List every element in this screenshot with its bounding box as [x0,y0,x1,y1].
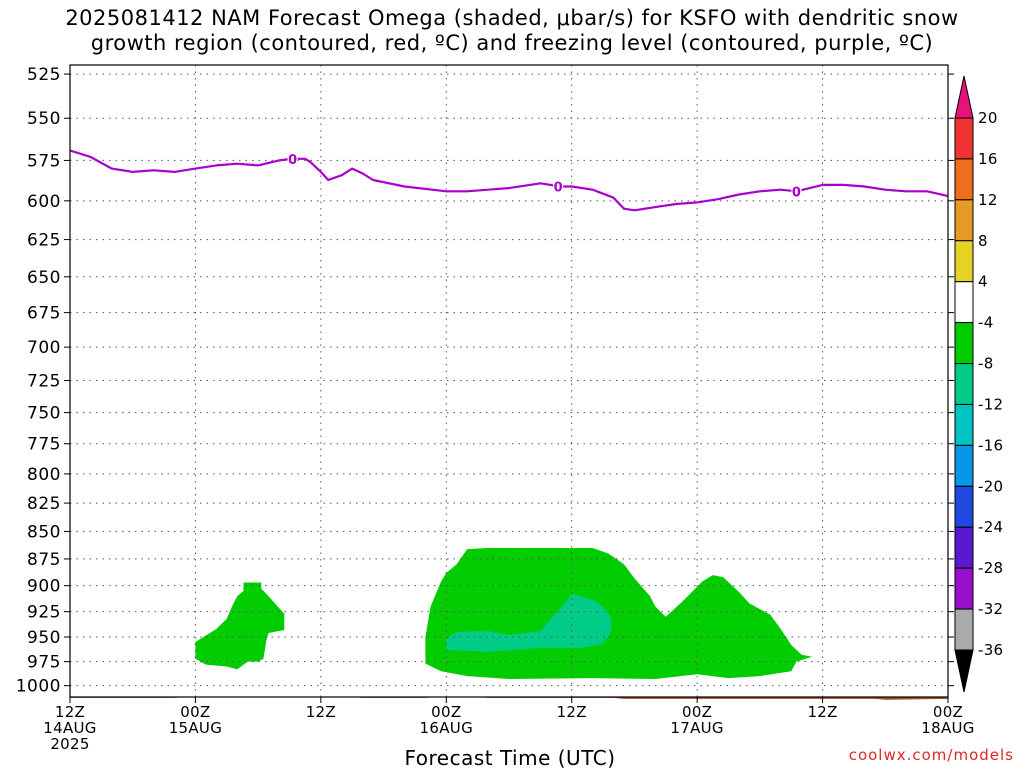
freezing-level-label-1: 0 [288,153,297,168]
y-tick-label-850: 850 [27,522,61,542]
colorbar-label-10: -24 [978,518,1003,536]
colorbar-label-9: -20 [978,477,1003,495]
x-tick-label-1-0: 00Z [180,703,210,721]
chart-title-line-2: growth region (contoured, red, ºC) and f… [90,31,934,55]
y-tick-label-575: 575 [27,151,61,171]
freezing-label-bg-1 [287,150,298,167]
y-tick-label-650: 650 [27,268,61,288]
colorbar-bin-11 [954,526,974,569]
colorbar-bin-7 [954,363,974,405]
colorbar-bin-8 [954,403,974,446]
colorbar-label-3: 8 [978,232,988,250]
freezing-label-bg-3 [791,183,802,200]
colorbar-bin-12 [954,567,974,610]
grid-layer [70,65,948,697]
y-tick-label-725: 725 [27,371,61,391]
x-axis-title: Forecast Time (UTC) [404,746,616,770]
x-tick-label-1-1: 15AUG [169,719,222,737]
colorbar-label-7: -12 [978,395,1003,413]
freezing-label-bg-2 [553,178,564,195]
colorbar-bin-9 [954,444,974,487]
x-tick-label-0-0: 12Z [55,703,85,721]
y-tick-label-750: 750 [27,404,61,424]
x-tick-label-3-1: 16AUG [420,719,473,737]
y-tick-label-775: 775 [27,435,61,455]
colorbar-bin-10 [954,485,974,528]
x-tick-label-4-0: 12Z [557,703,587,721]
colorbar-bin-5 [954,281,974,324]
x-tick-label-0-2: 2025 [50,735,89,753]
x-tick-label-7-0: 00Z [933,703,963,721]
colorbar-bin-2 [954,158,974,201]
colorbar: 20 16 12 8 4 -4 -8 -12 -16 -20 -24 -28 -32 -36 [954,75,1003,693]
colorbar-label-11: -28 [978,559,1003,577]
y-tick-label-625: 625 [27,231,61,251]
y-tick-label-525: 525 [27,65,61,85]
surface-terrain-layer [70,697,948,700]
colorbar-label-0: 20 [978,109,998,127]
y-tick-label-600: 600 [27,192,61,212]
y-tick-label-700: 700 [27,338,61,358]
y-tick-label-675: 675 [27,304,61,324]
colorbar-arrow-bottom [954,649,974,693]
colorbar-arrow-top [954,75,974,119]
x-tick-label-6-0: 12Z [807,703,837,721]
omega-shading-layer [195,548,813,679]
colorbar-bin-1 [954,117,974,160]
y-tick-label-550: 550 [27,109,61,129]
credit-text: coolwx.com/models [848,746,1014,764]
y-tick-label-950: 950 [27,628,61,648]
colorbar-label-8: -16 [978,436,1003,454]
colorbar-label-2: 12 [978,191,998,209]
omega-region-2 [425,548,813,679]
x-tick-label-5-0: 00Z [682,703,712,721]
y-tick-label-975: 975 [27,653,61,673]
axes-layer: 525 550 575 600 625 650 675 700 725 750 775 800 825 8… [16,64,974,753]
colorbar-label-4: 4 [978,273,988,291]
colorbar-label-1: 16 [978,150,998,168]
colorbar-bin-13 [954,608,974,651]
colorbar-bin-6 [954,322,974,365]
freezing-level-label-3: 0 [792,185,801,200]
x-tick-label-5-1: 17AUG [670,719,723,737]
x-tick-label-2-0: 12Z [306,703,336,721]
surface-terrain [70,697,948,700]
colorbar-label-6: -8 [978,355,994,373]
omega-region-1 [195,582,285,670]
x-tick-label-7-1: 18AUG [921,719,974,737]
x-tick-label-0-1: 14AUG [43,719,96,737]
omega-region-3 [446,594,612,652]
colorbar-bin-3 [954,199,974,242]
plot-frame [69,64,949,698]
y-tick-label-900: 900 [27,577,61,597]
y-tick-label-875: 875 [27,550,61,570]
y-tick-label-800: 800 [27,465,61,485]
colorbar-bin-4 [954,240,974,283]
freezing-level-label-2: 0 [554,180,563,195]
colorbar-label-13: -36 [978,641,1003,659]
chart-title-line-1: 2025081412 NAM Forecast Omega (shaded, μ… [65,6,959,30]
y-tick-label-1000: 1000 [16,677,61,697]
freezing-level-layer: 0 0 0 [69,149,949,212]
y-tick-label-825: 825 [27,494,61,514]
freezing-level-line [69,149,949,212]
y-tick-label-925: 925 [27,603,61,623]
colorbar-label-5: -4 [978,314,994,332]
chart-title: 2025081412 NAM Forecast Omega (shaded, μ… [0,6,1024,56]
colorbar-label-12: -32 [978,600,1003,618]
x-tick-label-3-0: 00Z [431,703,461,721]
